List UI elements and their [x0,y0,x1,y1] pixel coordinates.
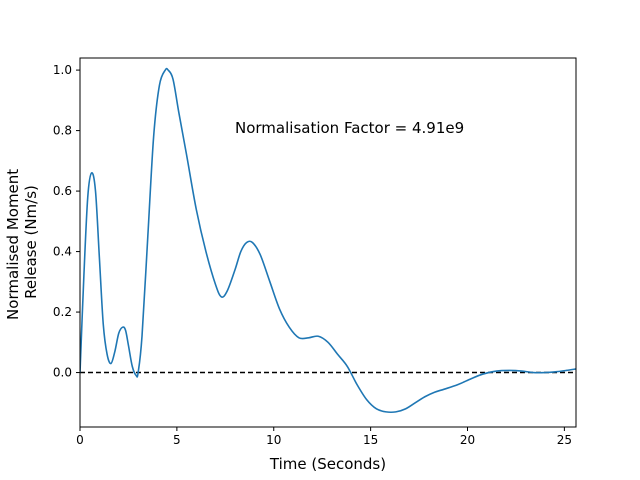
y-axis-title: Normalised Moment Release (Nm/s) [4,164,40,320]
y-tick-label: 1.0 [53,63,72,77]
y-axis-title-line-2: Release (Nm/s) [22,185,40,299]
x-tick-label: 0 [76,433,84,447]
x-tick-label: 25 [557,433,572,447]
y-tick-label: 0.8 [53,124,72,138]
y-tick-label: 0.0 [53,366,72,380]
y-tick-label: 0.2 [53,305,72,319]
ticks: 0 5 10 15 20 25 0.0 0.2 0.4 0.6 0.8 1.0 [53,63,572,447]
series-line-0 [80,67,576,414]
x-axis-title: Time (Seconds) [269,455,386,473]
plot-area [80,67,576,414]
x-tick-label: 5 [173,433,181,447]
y-tick-label: 0.4 [53,245,72,259]
x-tick-label: 15 [363,433,378,447]
axes-frame [79,57,577,428]
x-tick-label: 20 [460,433,475,447]
y-tick-label: 0.6 [53,184,72,198]
y-axis-title-line-1: Normalised Moment [4,169,22,320]
x-tick-label: 10 [266,433,281,447]
annotation-normalisation-factor: Normalisation Factor = 4.91e9 [235,119,464,137]
